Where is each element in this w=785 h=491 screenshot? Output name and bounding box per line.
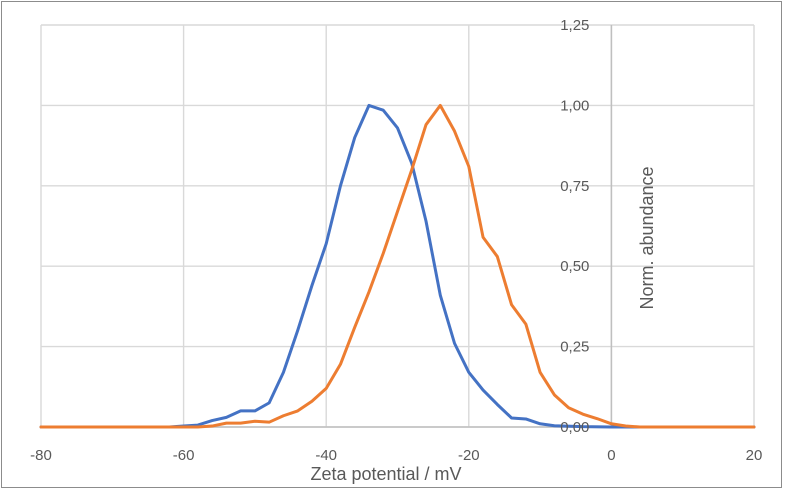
y-axis-title: Norm. abundance [637,166,657,309]
x-tick-label: -80 [30,447,52,464]
series-line-2 [39,103,756,429]
y-tick-label: 0,25 [560,339,589,356]
x-tick-label: 0 [607,447,615,464]
y-tick-label: 1,25 [560,17,589,34]
series-line-1 [39,103,756,429]
x-tick-label: -40 [315,447,337,464]
x-axis-title: Zeta potential / mV [310,464,461,484]
series-group [39,103,756,429]
x-tick-label: -60 [173,447,195,464]
y-tick-label: 0,50 [560,258,589,275]
tick-labels: -80 -60 -40 -20 0 20 0,00 0,25 0,50 0,75 1,00 1,25 [30,17,762,464]
y-tick-label: 0,75 [560,178,589,195]
y-tick-label: 0,00 [560,419,589,436]
y-tick-label: 1,00 [560,97,589,114]
x-tick-label: 20 [746,447,763,464]
x-tick-label: -20 [458,447,480,464]
